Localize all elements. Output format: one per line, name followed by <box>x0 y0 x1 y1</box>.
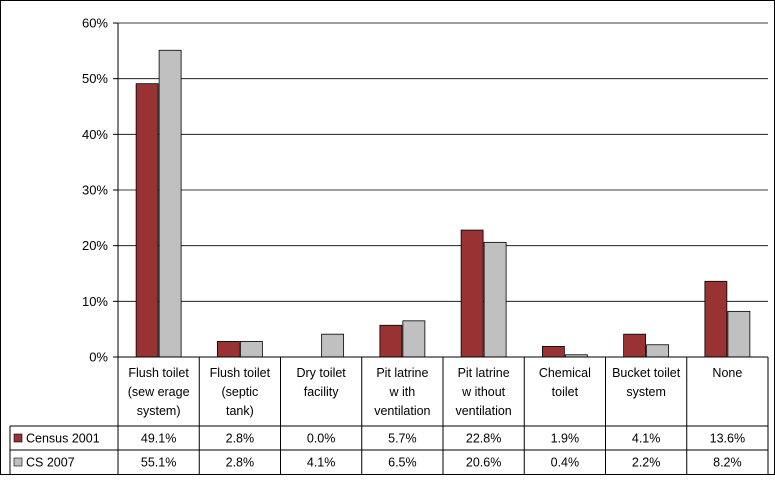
category-label: ventilation <box>455 404 511 418</box>
data-label: 2.2% <box>632 456 661 470</box>
category-label: Flush toilet <box>210 366 271 380</box>
legend-key-census-2001 <box>13 433 23 443</box>
y-tick-label: 40% <box>82 127 108 142</box>
y-tick-label: 50% <box>82 71 108 86</box>
y-tick-label: 10% <box>82 294 108 309</box>
bar-cs-2007 <box>158 49 182 358</box>
data-label: 8.2% <box>713 456 742 470</box>
category-label: system) <box>137 404 181 418</box>
bar-cs-2007 <box>483 241 507 358</box>
bar-census-2001 <box>216 341 240 358</box>
data-label: 5.7% <box>388 432 417 446</box>
data-label: 0.0% <box>307 432 336 446</box>
category-label: Bucket toilet <box>612 366 681 380</box>
bar-cs-2007 <box>239 341 263 358</box>
bar-census-2001 <box>704 280 728 358</box>
category-label: w ithout <box>461 385 506 399</box>
y-tick-label: 30% <box>82 183 108 198</box>
category-label: Chemical <box>539 366 591 380</box>
data-label: 4.1% <box>307 456 336 470</box>
category-label: (septic <box>221 385 258 399</box>
legend-key-cs-2007 <box>13 457 23 467</box>
y-tick-label: 60% <box>82 16 108 31</box>
category-label: ventilation <box>374 404 430 418</box>
data-label: 49.1% <box>141 432 176 446</box>
y-tick-label: 0% <box>89 350 108 365</box>
data-label: 0.4% <box>551 456 580 470</box>
bar-census-2001 <box>460 229 484 358</box>
bar-cs-2007 <box>402 320 426 358</box>
legend-label: CS 2007 <box>26 456 75 470</box>
category-label: w ith <box>389 385 416 399</box>
bar-cs-2007 <box>646 344 670 358</box>
category-label: None <box>712 366 742 380</box>
bar-census-2001 <box>379 324 403 358</box>
category-label: Pit latrine <box>458 366 510 380</box>
y-tick-label: 20% <box>82 238 108 253</box>
category-label: system <box>626 385 666 399</box>
category-label: Flush toilet <box>128 366 189 380</box>
category-label: facility <box>304 385 339 399</box>
bar-census-2001 <box>541 346 565 358</box>
category-label: Dry toilet <box>296 366 346 380</box>
bar-census-2001 <box>135 83 159 358</box>
data-label: 22.8% <box>466 432 501 446</box>
data-label: 2.8% <box>226 456 255 470</box>
bar-census-2001 <box>623 333 647 358</box>
data-label: 13.6% <box>710 432 745 446</box>
bar-cs-2007 <box>727 310 751 358</box>
data-label: 6.5% <box>388 456 417 470</box>
bar-cs-2007 <box>321 333 345 358</box>
category-label: toilet <box>552 385 579 399</box>
data-label: 55.1% <box>141 456 176 470</box>
data-label: 20.6% <box>466 456 501 470</box>
data-label: 2.8% <box>226 432 255 446</box>
category-label: tank) <box>226 404 254 418</box>
category-label: Pit latrine <box>376 366 428 380</box>
category-label: (sew erage <box>128 385 190 399</box>
data-label: 1.9% <box>551 432 580 446</box>
legend-label: Census 2001 <box>26 432 100 446</box>
data-label: 4.1% <box>632 432 661 446</box>
